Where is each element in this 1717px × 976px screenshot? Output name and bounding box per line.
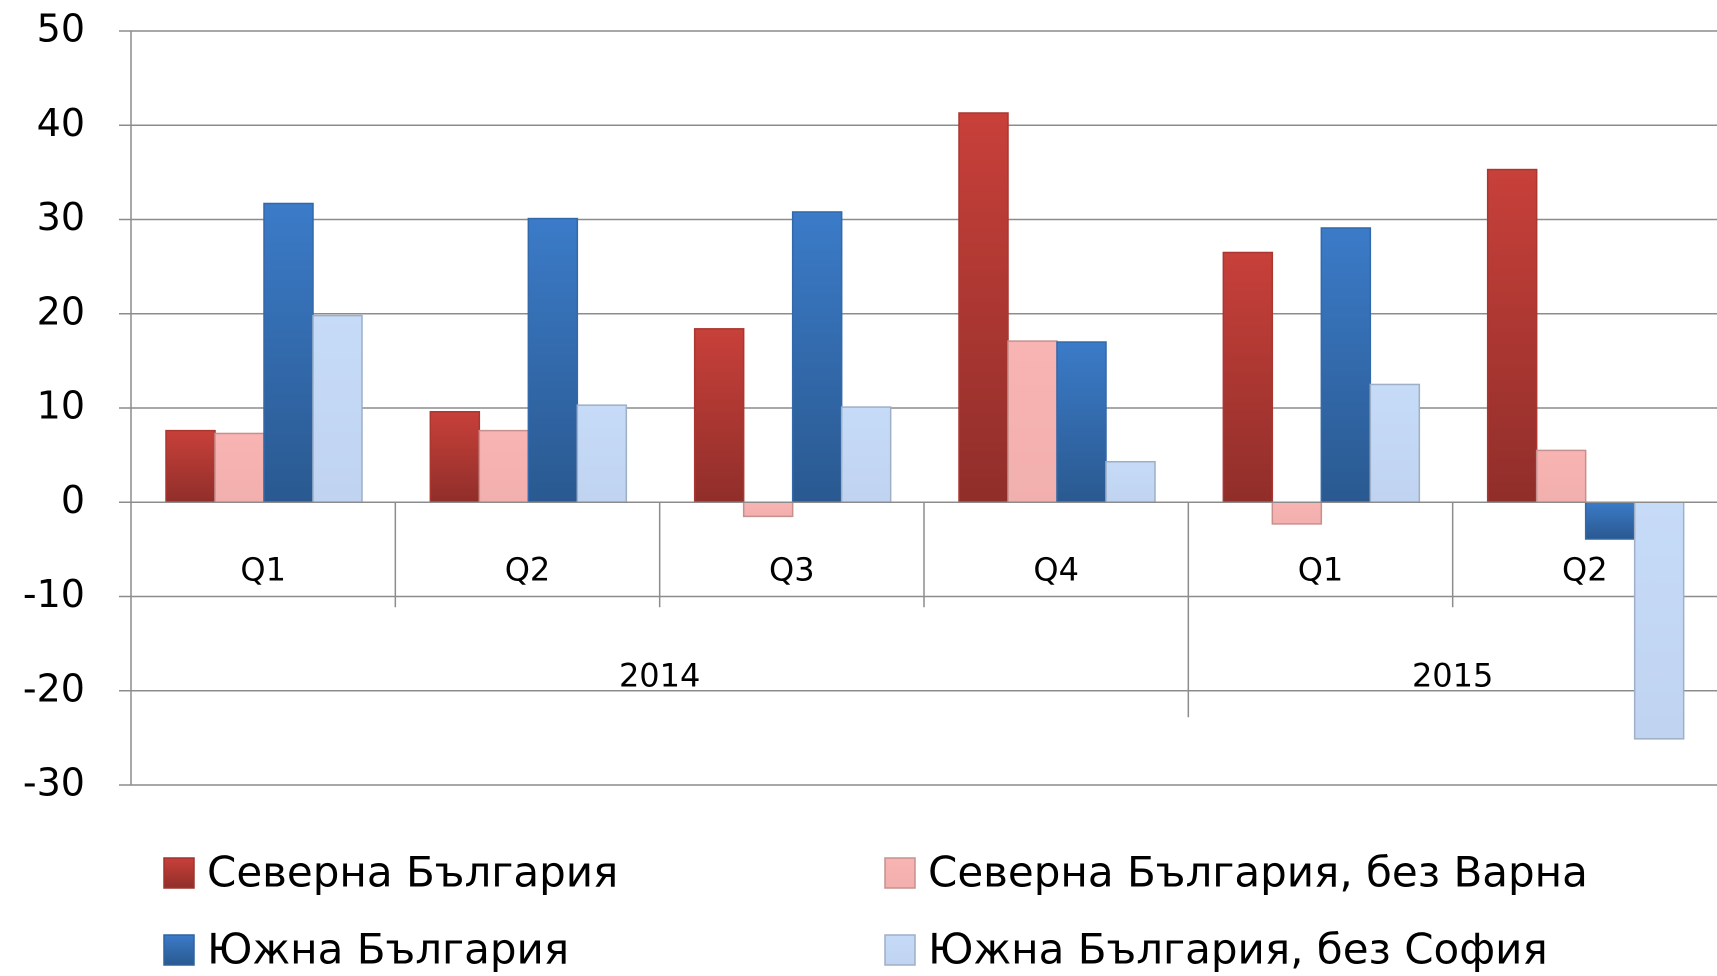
bar xyxy=(214,432,265,504)
legend-label: Южна България, без София xyxy=(928,925,1548,974)
y-tick-label: 40 xyxy=(37,101,85,145)
y-tick-label: 50 xyxy=(37,7,85,51)
bar xyxy=(1007,340,1058,503)
bar xyxy=(1584,501,1636,540)
legend-label: Северна България, без Варна xyxy=(928,848,1588,897)
bar xyxy=(742,501,794,518)
x-tick-label: Q4 xyxy=(1033,550,1079,588)
y-tick-label: -10 xyxy=(23,572,85,616)
x-tick-label: Q1 xyxy=(1298,550,1344,588)
bar xyxy=(165,429,216,503)
bar xyxy=(1056,341,1107,503)
bar xyxy=(1535,449,1587,504)
bar xyxy=(1320,227,1372,503)
x-tick-label: Q2 xyxy=(1562,550,1608,588)
bar xyxy=(429,411,481,503)
y-tick-label: 0 xyxy=(61,478,85,522)
legend-swatch xyxy=(163,934,195,966)
bar xyxy=(1486,168,1538,504)
x-tick-label: Q3 xyxy=(769,550,815,588)
bar xyxy=(478,429,530,503)
x-tick-label: Q1 xyxy=(240,550,286,588)
group-label: 2015 xyxy=(1412,656,1493,694)
y-tick-label: -20 xyxy=(23,666,85,710)
bar xyxy=(1369,383,1421,503)
bar xyxy=(840,406,892,503)
y-tick-label: 10 xyxy=(37,384,85,428)
y-tick-label: 20 xyxy=(37,289,85,333)
bar xyxy=(312,314,363,504)
bar xyxy=(1633,501,1685,740)
legend-label: Северна България xyxy=(207,848,618,897)
bar xyxy=(791,211,843,504)
y-tick-label: -30 xyxy=(23,761,85,805)
legend-swatch xyxy=(884,857,916,889)
bar xyxy=(1271,501,1323,525)
bar xyxy=(527,217,579,503)
legend-label: Южна България xyxy=(207,925,569,974)
legend-swatch xyxy=(163,857,195,889)
bar xyxy=(958,112,1009,503)
bar xyxy=(1105,460,1156,504)
x-tick-label: Q2 xyxy=(505,550,551,588)
bar xyxy=(576,404,628,503)
group-label: 2014 xyxy=(619,656,700,694)
legend-swatch xyxy=(884,934,916,966)
y-tick-label: 30 xyxy=(37,195,85,239)
bar xyxy=(263,202,314,503)
bar xyxy=(1222,251,1274,503)
bar xyxy=(693,328,745,503)
